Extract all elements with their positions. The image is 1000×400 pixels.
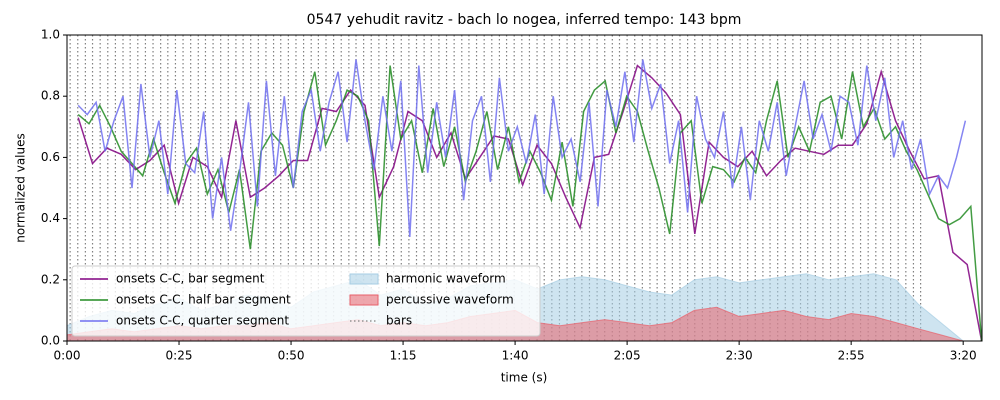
x-tick-label: 1:15 (390, 349, 417, 363)
x-tick-label: 2:55 (838, 349, 865, 363)
plot-frame (66, 34, 983, 342)
legend-frame (71, 265, 541, 337)
y-axis-label: normalized values (14, 133, 28, 243)
series-line (77, 59, 967, 238)
y-tick-label: 1.0 (41, 28, 60, 42)
legend-label: onsets C-C, half bar segment (116, 293, 291, 307)
legend-label: harmonic waveform (386, 272, 506, 286)
y-tick-label: 0.2 (41, 272, 60, 286)
x-tick-label: 0:50 (278, 349, 305, 363)
x-tick-label: 1:40 (502, 349, 529, 363)
legend: onsets C-C, bar segment onsets C-C, half … (71, 265, 541, 337)
legend-swatch (349, 273, 379, 285)
legend-label: percussive waveform (386, 293, 514, 307)
legend-swatch (349, 294, 379, 306)
x-tick-label: 0:25 (166, 349, 193, 363)
x-tick-label: 2:30 (726, 349, 753, 363)
legend-label: onsets C-C, bar segment (116, 272, 265, 286)
y-tick-label: 0.8 (41, 89, 60, 103)
legend-label: onsets C-C, quarter segment (116, 314, 289, 328)
y-tick-label: 0.6 (41, 150, 60, 164)
legend-label: bars (386, 314, 412, 328)
y-tick-label: 0.0 (41, 334, 60, 348)
x-axis-label: time (s) (501, 371, 548, 385)
x-tick-label: 0:00 (54, 349, 81, 363)
y-tick-label: 0.4 (41, 211, 60, 225)
x-tick-label: 3:20 (950, 349, 977, 363)
chart-title: 0547 yehudit ravitz - bach lo nogea, inf… (307, 12, 742, 28)
x-tick-label: 2:05 (614, 349, 641, 363)
